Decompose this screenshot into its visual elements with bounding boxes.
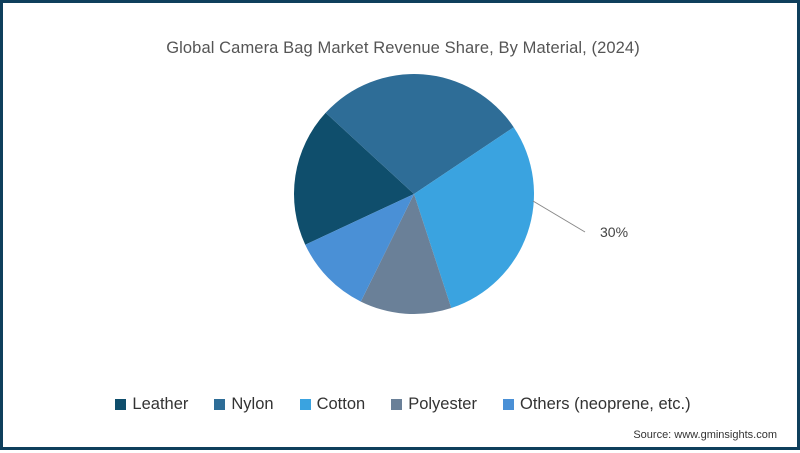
pie-slice-cotton [414, 127, 534, 309]
pie-slices [294, 73, 534, 314]
pie-slice-nylon [325, 73, 514, 194]
legend-label: Nylon [231, 395, 274, 413]
legend-swatch-nylon [214, 399, 226, 410]
legend-label: Leather [132, 395, 189, 413]
pie-slice-leather [294, 112, 414, 245]
legend-item-polyester: Polyester [391, 395, 477, 414]
source-credit: Source: www.gminsights.com [633, 429, 777, 441]
legend: Leather Nylon Cotton Polyester Others (n… [3, 395, 800, 414]
legend-swatch-others [502, 399, 514, 410]
chart-title: Global Camera Bag Market Revenue Share, … [166, 39, 640, 57]
legend-label: Others (neoprene, etc.) [519, 395, 691, 413]
legend-label: Cotton [316, 395, 366, 413]
legend-item-cotton: Cotton [299, 395, 366, 414]
cotton-percent-label: 30% [600, 224, 629, 240]
pie-chart [294, 73, 586, 314]
legend-swatch-cotton [299, 399, 311, 410]
legend-item-others: Others (neoprene, etc.) [502, 395, 691, 414]
legend-label: Polyester [408, 395, 477, 413]
legend-item-nylon: Nylon [214, 395, 274, 414]
pie-slice-others [305, 194, 414, 302]
legend-item-leather: Leather [115, 395, 188, 414]
legend-swatch-leather [115, 399, 127, 410]
leader-line [532, 200, 586, 233]
legend-swatch-polyester [391, 399, 403, 410]
pie-slice-polyester [360, 194, 452, 314]
